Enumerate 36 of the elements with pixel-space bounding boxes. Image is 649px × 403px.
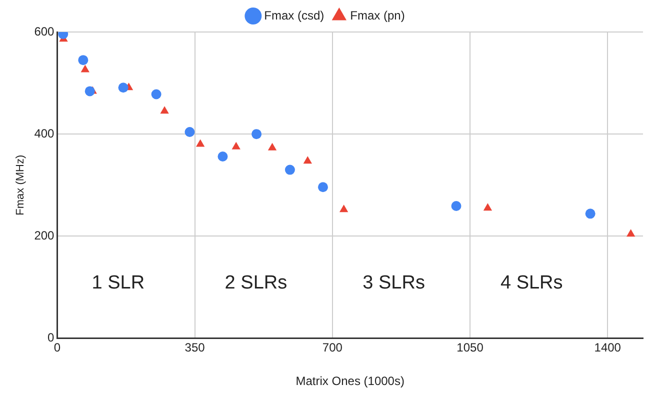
point <box>284 164 295 175</box>
y-tick-label: 600 <box>34 24 55 38</box>
y-tick-label: 400 <box>34 126 55 140</box>
x-tick-label: 1050 <box>456 340 484 355</box>
point <box>84 86 95 96</box>
point <box>218 152 228 162</box>
point <box>451 201 462 212</box>
point <box>268 142 277 150</box>
point <box>303 156 312 164</box>
x-axis-title: Matrix Ones (1000s) <box>296 374 404 388</box>
point <box>78 55 88 66</box>
point <box>626 229 636 237</box>
point <box>196 139 205 147</box>
point <box>585 208 596 219</box>
legend-label: Fmax (csd) <box>264 8 324 22</box>
point <box>339 204 348 212</box>
y-tick-label: 200 <box>34 228 55 242</box>
x-tick-label: 350 <box>184 340 206 355</box>
point <box>483 203 492 211</box>
annotation: 1 SLR <box>92 272 145 294</box>
point <box>318 182 328 192</box>
point <box>184 127 195 138</box>
x-tick-label: 700 <box>322 340 343 355</box>
point <box>252 129 262 140</box>
annotation: 2 SLRs <box>224 272 288 294</box>
legend-label: Fmax (pn) <box>350 8 405 22</box>
annotation: 3 SLRs <box>362 272 425 294</box>
x-tick-label: 1400 <box>594 340 622 355</box>
point <box>232 142 240 150</box>
point <box>151 89 162 100</box>
point <box>118 82 128 93</box>
annotation: 4 SLRs <box>500 272 563 294</box>
point <box>80 64 90 72</box>
y-tick-label: 0 <box>48 330 55 345</box>
point <box>160 106 169 114</box>
y-axis-title: Fmax (MHz) <box>14 154 27 216</box>
